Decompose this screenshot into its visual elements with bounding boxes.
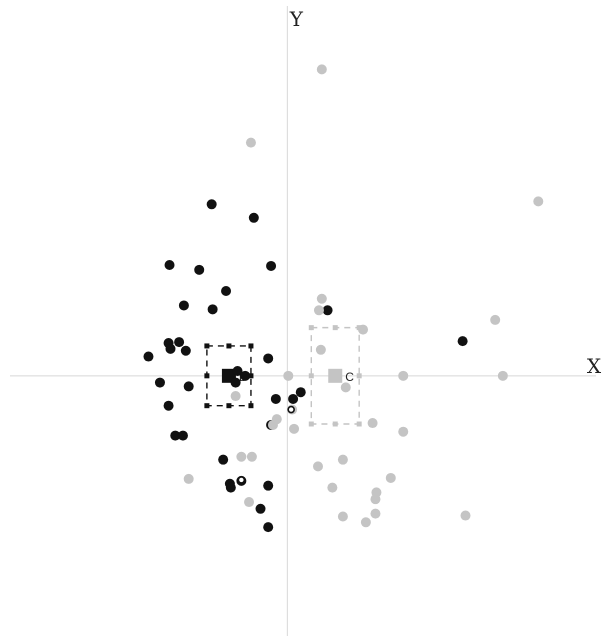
data-point [164, 260, 175, 270]
data-point [270, 393, 281, 404]
data-point [178, 300, 189, 311]
data-point [288, 393, 299, 404]
data-point [322, 305, 333, 316]
data-point [236, 451, 247, 462]
data-point [457, 336, 468, 347]
data-point [497, 370, 508, 381]
open-data-point [287, 405, 295, 414]
x-axis-label: X [587, 354, 602, 378]
open-data-point [237, 476, 246, 484]
range-box-tick [248, 343, 254, 349]
data-point [143, 351, 154, 362]
data-point [183, 381, 194, 392]
series-C [183, 64, 544, 528]
data-point [230, 377, 241, 388]
data-point [246, 451, 257, 462]
data-point [312, 461, 323, 472]
data-point [490, 314, 501, 325]
range-box-tick [226, 403, 232, 409]
data-point [263, 522, 274, 533]
data-point [316, 64, 327, 75]
data-point [385, 472, 396, 483]
data-point [163, 400, 174, 411]
series-open [237, 405, 295, 484]
data-point [295, 387, 306, 398]
points-layer [143, 64, 544, 533]
data-point [177, 430, 188, 441]
data-point [315, 344, 326, 355]
range-box-tick [356, 421, 362, 427]
data-point [248, 212, 259, 223]
data-point [221, 286, 232, 297]
range-box-tick [308, 325, 314, 331]
range-box-tick [226, 343, 232, 349]
data-point [327, 482, 338, 493]
data-point [263, 480, 274, 491]
centroid-layer: DC [204, 325, 362, 427]
data-point [337, 454, 348, 465]
data-point [358, 324, 369, 335]
data-point [337, 511, 348, 522]
range-box-tick [248, 403, 254, 409]
data-point [194, 264, 205, 275]
data-point [225, 482, 236, 493]
data-point [370, 494, 381, 505]
data-point [183, 473, 194, 484]
data-point [313, 305, 324, 316]
centroid-C: C [308, 325, 362, 427]
data-point [154, 377, 165, 388]
data-point [263, 353, 274, 364]
data-point [244, 497, 255, 508]
y-axis-label: Y [289, 7, 304, 31]
data-point [398, 426, 409, 437]
data-point [398, 370, 409, 381]
data-point [340, 382, 351, 393]
range-box-tick [204, 403, 210, 409]
data-point [206, 199, 217, 210]
centroid-marker [328, 368, 343, 383]
range-box-tick [356, 373, 362, 379]
data-point [230, 391, 241, 402]
data-point [370, 508, 381, 519]
range-box-tick [308, 373, 314, 379]
range-box-tick [332, 421, 338, 427]
data-point [533, 196, 544, 207]
data-point [165, 343, 176, 354]
data-point [180, 345, 191, 356]
data-point [174, 337, 185, 348]
range-box-tick [204, 343, 210, 349]
data-point [267, 419, 278, 430]
data-point [232, 366, 243, 376]
data-point [283, 370, 294, 381]
range-box-tick [308, 421, 314, 427]
data-point [170, 430, 181, 441]
data-point [207, 304, 218, 315]
data-point [218, 454, 229, 465]
data-point [367, 418, 378, 429]
range-box-tick [332, 325, 338, 331]
data-point [316, 293, 327, 304]
data-point [460, 510, 471, 521]
data-point [245, 137, 256, 148]
data-point [266, 260, 277, 271]
centroid-label: C [345, 370, 354, 384]
data-point [240, 370, 251, 381]
range-box-tick [248, 373, 254, 379]
series-D [143, 199, 468, 533]
range-box-tick [204, 373, 210, 379]
data-point [255, 503, 266, 514]
data-point [360, 517, 371, 528]
data-point [289, 423, 300, 434]
